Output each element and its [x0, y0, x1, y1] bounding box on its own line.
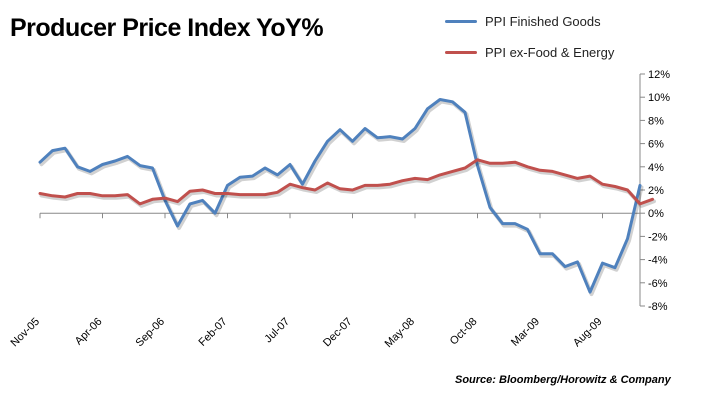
series-line-ppi-ex-food-energy	[38, 158, 654, 206]
legend-swatch-blue	[445, 19, 477, 23]
x-tick-label: Jul-07	[262, 316, 292, 346]
x-tick-label: Feb-07	[196, 316, 229, 349]
legend-item-ppi-finished-goods: PPI Finished Goods	[445, 10, 614, 32]
legend-label: PPI ex-Food & Energy	[485, 44, 615, 60]
y-tick-label: 0%	[648, 208, 664, 220]
legend-label: PPI Finished Goods	[485, 13, 601, 29]
series-shadow	[39, 159, 656, 208]
y-tick-label: -2%	[648, 231, 668, 243]
legend-swatch-red	[445, 50, 477, 54]
y-tick-label: 8%	[648, 115, 664, 127]
y-tick-label: -6%	[648, 278, 668, 290]
source-note: Source: Bloomberg/Horowitz & Company	[455, 374, 671, 386]
series-layer	[38, 98, 656, 297]
y-tick-label: -8%	[648, 301, 668, 313]
y-tick-label: 6%	[648, 139, 664, 151]
y-axis-ticks: 12% 10% 8% 6% 4% 2% 0% -2% -4% -6% -8%	[640, 69, 670, 313]
y-tick-label: 10%	[648, 92, 670, 104]
x-tick-label: Dec-07	[321, 316, 355, 350]
x-tick-label: Apr-06	[73, 316, 105, 348]
legend: PPI Finished Goods PPI ex-Food & Energy	[445, 10, 614, 72]
chart-title: Producer Price Index YoY%	[10, 14, 324, 42]
x-tick-label: Sep-06	[134, 316, 168, 350]
x-tick-label: May-08	[383, 316, 417, 350]
x-tick-label: Mar-09	[509, 316, 542, 349]
y-tick-label: 4%	[648, 162, 664, 174]
x-axis-ticks: Nov-05 Apr-06 Sep-06 Feb-07 Jul-07 Dec-07 May-…	[9, 213, 605, 350]
legend-item-ppi-ex-food-energy: PPI ex-Food & Energy	[445, 41, 614, 63]
y-tick-label: 2%	[648, 185, 664, 197]
x-tick-label: Aug-09	[571, 316, 605, 350]
x-tick-label: Nov-05	[9, 316, 43, 350]
series-line-ppi-finished-goods	[38, 98, 642, 294]
x-tick-label: Oct-08	[448, 316, 480, 348]
y-tick-label: -4%	[648, 255, 668, 267]
y-tick-label: 12%	[648, 69, 670, 81]
